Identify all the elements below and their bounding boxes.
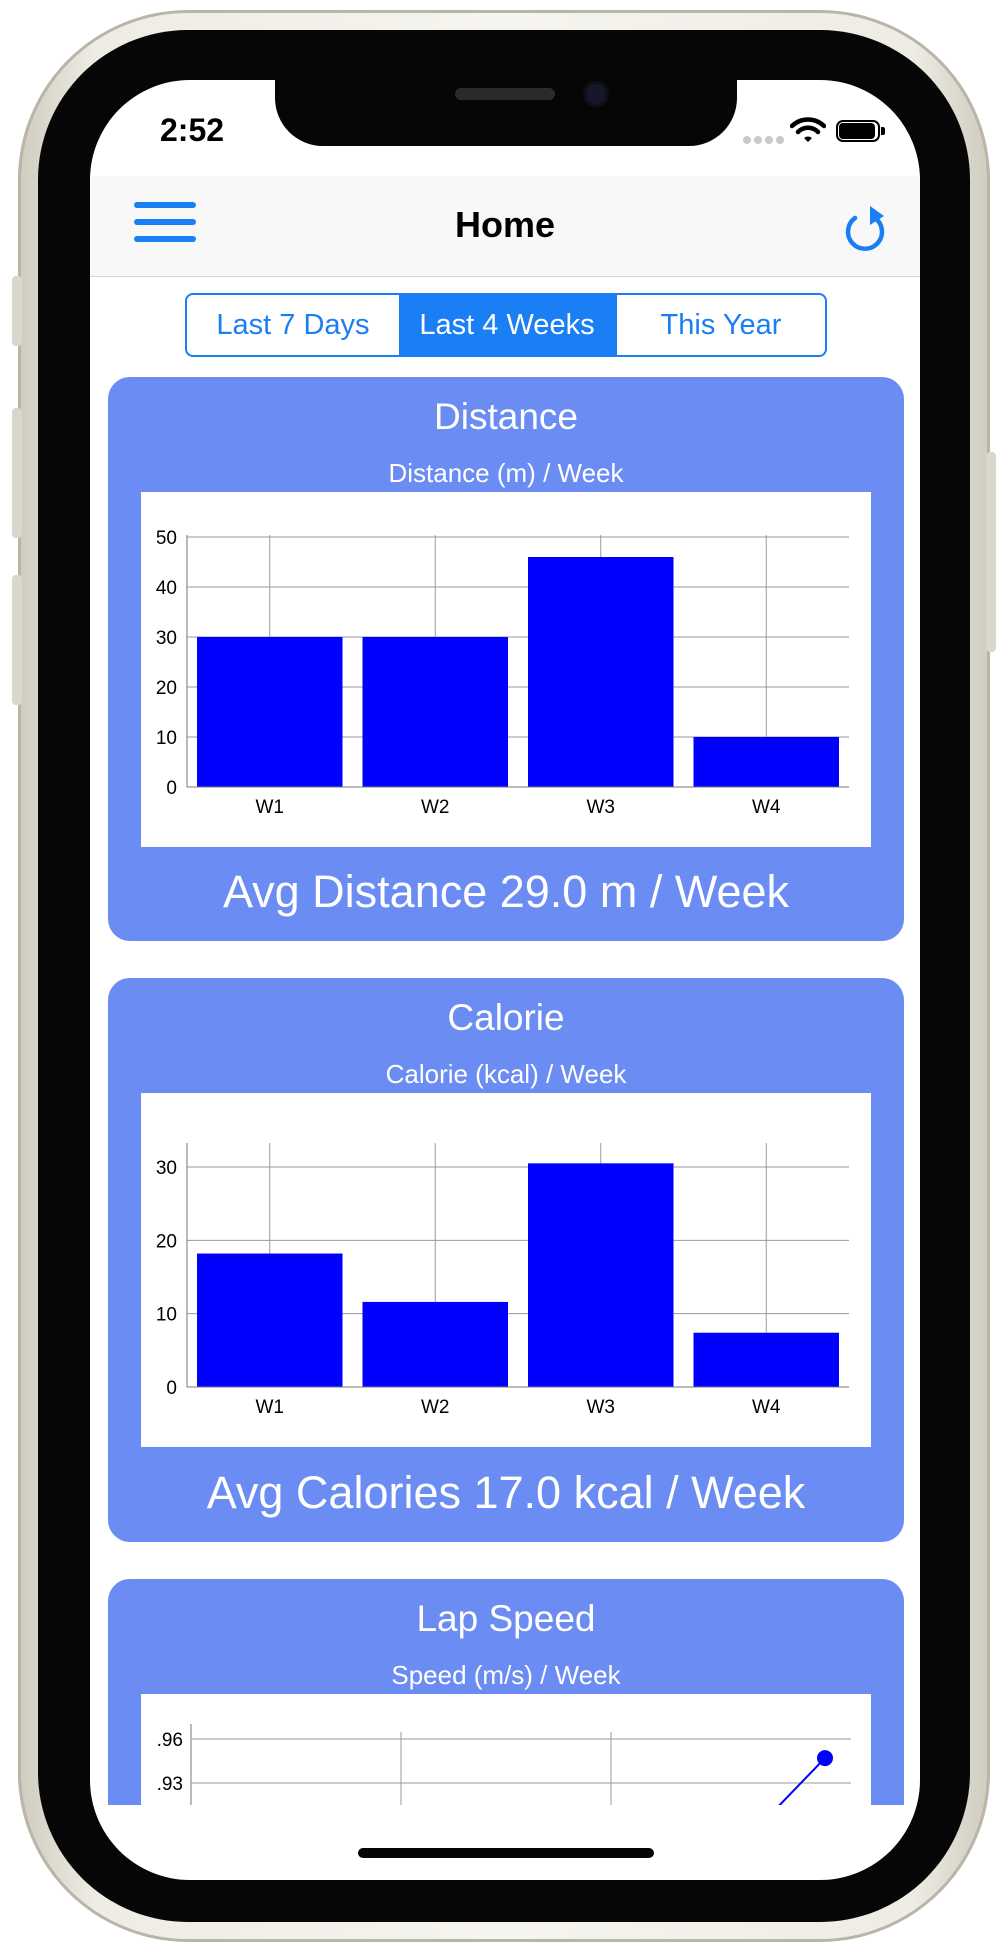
segment-this-year[interactable]: This Year [615,295,825,355]
calorie-y-tick-label: 0 [166,1378,177,1399]
mute-switch [12,276,22,346]
status-time: 2:52 [160,112,225,148]
calorie-y-tick-label: 10 [156,1305,177,1326]
distance-chart-subtitle: Distance (m) / Week [388,458,624,488]
speed-y-tick-label: .93 [157,1774,183,1795]
volume-up-button [12,408,22,538]
distance-x-tick-label: W4 [752,797,781,818]
distance-bar-w4 [693,737,839,787]
distance-y-tick-label: 0 [166,778,177,799]
speaker [455,88,555,100]
speed-y-tick-label: .96 [157,1730,183,1751]
distance-y-tick-label: 50 [156,528,177,549]
distance-x-tick-label: W2 [421,797,450,818]
distance-y-tick-label: 40 [156,578,177,599]
calorie-x-tick-label: W2 [421,1397,450,1418]
signal-dot [743,136,751,144]
lap-speed-chart-area [141,1694,871,1805]
calorie-y-tick-label: 20 [156,1231,177,1252]
signal-dot [754,136,762,144]
distance-y-tick-label: 30 [156,628,177,649]
calorie-bar-w1 [197,1253,343,1387]
calorie-bar-w2 [362,1301,508,1387]
lap-speed-line-chart: .96 .93 [157,1724,851,1805]
refresh-icon[interactable] [842,200,892,256]
segment-last-4-weeks[interactable]: Last 4 Weeks [399,295,615,355]
page-title: Home [454,204,556,245]
distance-y-tick-label: 10 [156,728,177,749]
calorie-y-tick-label: 30 [156,1158,177,1179]
calorie-bar-w3 [528,1163,674,1387]
distance-bar-w1 [197,637,343,787]
menu-icon-bar [134,236,196,242]
lap-speed-clip: Lap Speed Speed (m/s) / Week .96 .93 [90,1570,920,1805]
distance-bar-w2 [362,637,508,787]
speed-point-w4 [817,1750,833,1767]
distance-y-tick-label: 20 [156,678,177,699]
calorie-x-tick-label: W4 [752,1397,781,1418]
front-camera [586,84,606,104]
wifi-icon [790,117,826,142]
signal-dot [765,136,773,144]
battery-level [839,123,875,139]
calorie-bar-chart: 0 10 20 30 W1 W2 W3 W4 [156,1143,849,1418]
distance-bar-chart: 0 10 20 30 40 50 W1 W2 W3 W4 [156,528,849,818]
signal-dot [776,136,784,144]
volume-down-button [12,575,22,705]
power-button [986,452,996,652]
distance-x-tick-label: W3 [587,797,616,818]
distance-card-title: Distance [434,396,578,437]
distance-bar-w3 [528,557,674,787]
calorie-x-tick-label: W3 [587,1397,616,1418]
lap-speed-card-title: Lap Speed [416,1598,596,1639]
distance-x-tick-label: W1 [256,797,285,818]
calorie-bar-w4 [693,1332,839,1387]
calorie-average: Avg Calories 17.0 kcal / Week [206,1467,806,1518]
time-range-segmented-control: Last 7 Days Last 4 Weeks This Year [185,293,827,357]
menu-icon-bar [134,219,196,225]
menu-icon[interactable] [130,198,200,248]
calorie-x-tick-label: W1 [256,1397,285,1418]
calorie-card-title: Calorie [447,997,565,1038]
menu-icon-bar [134,202,196,208]
distance-average: Avg Distance 29.0 m / Week [222,866,790,917]
calorie-chart-subtitle: Calorie (kcal) / Week [385,1059,627,1089]
navigation-bar [90,176,920,277]
segment-last-7-days[interactable]: Last 7 Days [216,308,370,341]
notch [275,72,737,146]
battery-cap [881,127,885,135]
battery-icon [836,120,880,142]
speed-series-line [778,1757,826,1805]
home-indicator[interactable] [358,1848,654,1858]
lap-speed-chart-subtitle: Speed (m/s) / Week [391,1660,621,1690]
